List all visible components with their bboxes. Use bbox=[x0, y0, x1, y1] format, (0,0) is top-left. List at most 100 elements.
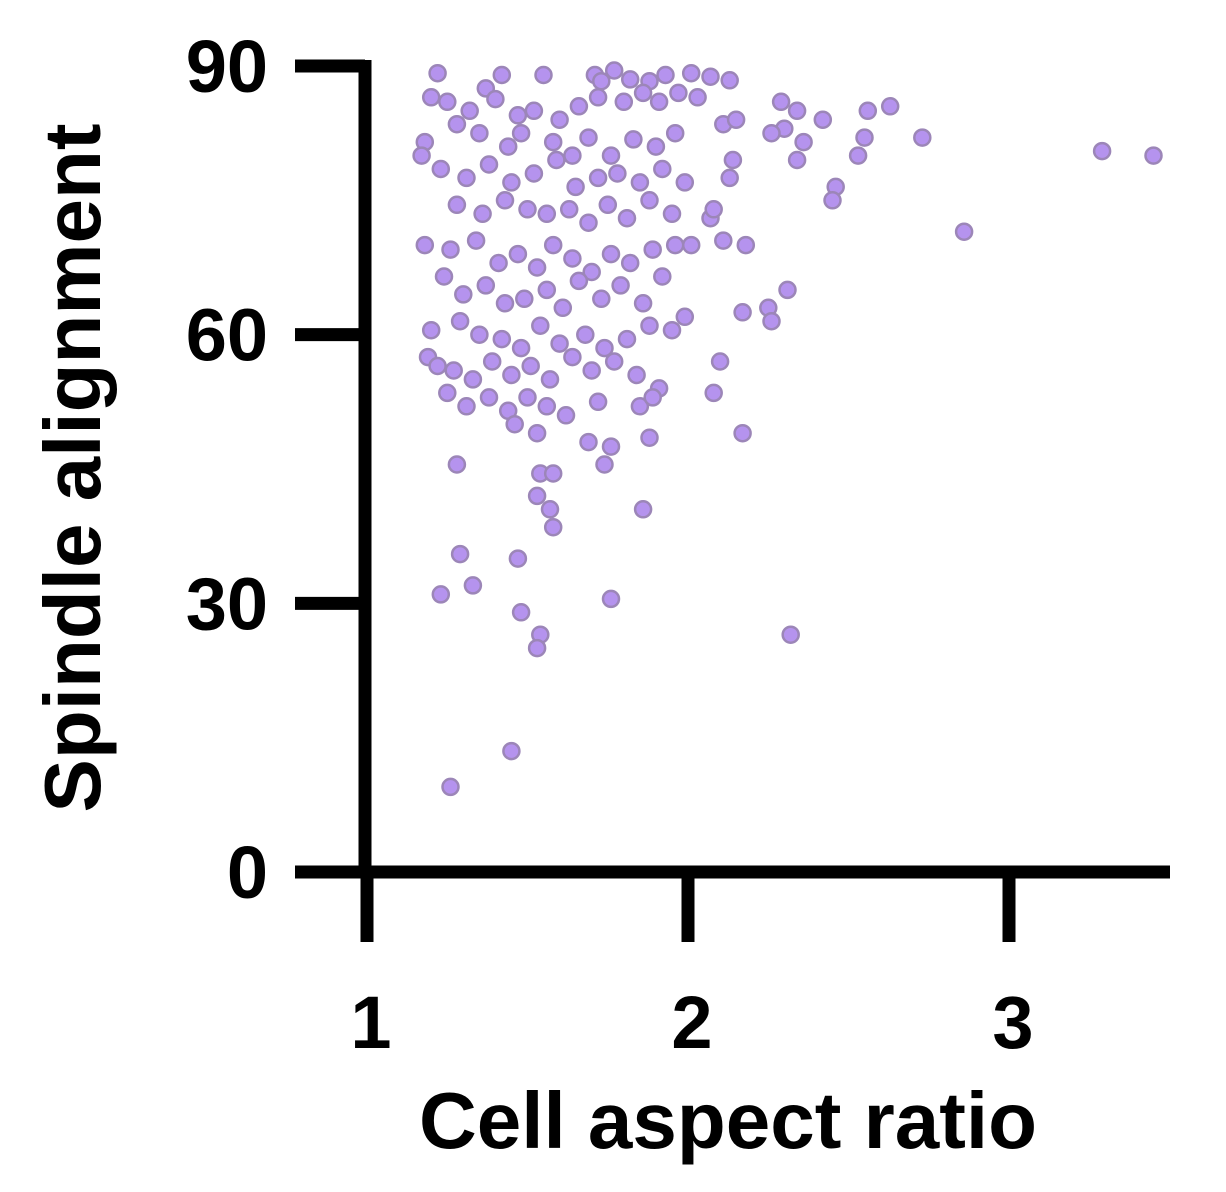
data-point bbox=[662, 320, 682, 340]
data-point bbox=[457, 168, 476, 188]
data-point bbox=[588, 88, 608, 107]
data-point bbox=[620, 253, 640, 273]
data-point bbox=[460, 101, 479, 121]
data-point bbox=[457, 397, 476, 416]
data-point bbox=[534, 65, 553, 85]
data-point bbox=[505, 414, 524, 434]
data-point bbox=[444, 361, 463, 380]
data-point bbox=[563, 249, 582, 268]
data-point bbox=[598, 195, 618, 215]
data-point bbox=[701, 67, 720, 86]
data-point bbox=[653, 159, 672, 179]
data-point bbox=[470, 325, 489, 344]
data-point bbox=[630, 173, 650, 192]
data-point bbox=[858, 101, 878, 121]
data-point bbox=[620, 70, 640, 89]
data-point bbox=[630, 397, 650, 416]
data-point bbox=[466, 231, 486, 250]
data-point bbox=[550, 334, 569, 353]
data-point bbox=[502, 173, 521, 192]
data-point bbox=[592, 289, 611, 309]
data-point bbox=[614, 92, 634, 112]
data-point bbox=[447, 195, 467, 215]
data-point bbox=[450, 544, 470, 564]
data-point bbox=[537, 280, 557, 300]
data-point bbox=[643, 388, 662, 407]
data-point bbox=[601, 589, 621, 609]
data-point bbox=[656, 65, 675, 85]
data-point bbox=[438, 383, 457, 403]
data-point bbox=[723, 150, 743, 170]
data-point bbox=[454, 285, 473, 304]
data-point bbox=[627, 365, 646, 385]
data-point bbox=[640, 428, 659, 447]
data-point bbox=[527, 423, 547, 443]
data-point bbox=[762, 123, 781, 143]
data-point bbox=[511, 603, 531, 622]
data-point bbox=[556, 406, 576, 425]
data-point bbox=[524, 101, 544, 121]
data-point bbox=[463, 576, 483, 595]
data-point bbox=[771, 92, 791, 112]
data-point bbox=[508, 106, 528, 125]
data-point bbox=[595, 455, 614, 474]
y-tick-label: 30 bbox=[186, 562, 268, 645]
data-point bbox=[547, 150, 566, 170]
data-point bbox=[524, 164, 544, 183]
data-point bbox=[595, 338, 614, 358]
data-point bbox=[582, 262, 601, 282]
data-point bbox=[434, 267, 454, 286]
data-point bbox=[569, 271, 589, 291]
data-point bbox=[726, 110, 746, 129]
data-point bbox=[604, 61, 624, 80]
data-point bbox=[579, 128, 598, 147]
data-point bbox=[688, 88, 707, 107]
data-point bbox=[543, 235, 563, 255]
data-point bbox=[601, 244, 621, 264]
data-point bbox=[473, 204, 492, 224]
data-point bbox=[720, 168, 739, 188]
data-point bbox=[681, 63, 701, 83]
y-tick-label: 90 bbox=[186, 25, 268, 108]
data-point bbox=[714, 231, 733, 250]
data-point bbox=[511, 123, 531, 143]
data-point bbox=[675, 173, 695, 192]
x-axis-title: Cell aspect ratio bbox=[419, 1076, 1037, 1165]
data-point bbox=[498, 137, 518, 156]
data-point bbox=[913, 128, 932, 147]
x-tick-label: 3 bbox=[992, 981, 1033, 1064]
data-point bbox=[733, 423, 752, 443]
data-point bbox=[704, 200, 723, 219]
data-point bbox=[813, 110, 833, 129]
data-point bbox=[588, 168, 608, 188]
data-point bbox=[736, 235, 756, 255]
data-point bbox=[633, 83, 653, 103]
data-point bbox=[710, 352, 730, 371]
axis-ticks: 0 30 60 90 1 2 3 bbox=[186, 25, 1034, 1064]
data-point bbox=[482, 352, 502, 371]
data-point bbox=[415, 235, 435, 255]
data-point bbox=[1092, 141, 1112, 161]
data-point bbox=[649, 92, 669, 112]
data-point bbox=[489, 253, 508, 273]
data-point bbox=[428, 356, 447, 376]
data-point bbox=[787, 101, 807, 121]
data-point bbox=[543, 132, 563, 152]
data-point bbox=[601, 437, 621, 456]
data-point bbox=[495, 191, 515, 210]
data-point bbox=[643, 240, 662, 259]
data-point bbox=[665, 235, 685, 255]
data-point bbox=[1144, 146, 1163, 165]
data-point bbox=[617, 208, 637, 228]
data-point bbox=[640, 191, 659, 210]
y-tick-label: 0 bbox=[227, 831, 268, 914]
data-point bbox=[518, 388, 537, 407]
data-point bbox=[624, 130, 643, 149]
data-point bbox=[604, 352, 624, 371]
data-point bbox=[553, 298, 573, 318]
data-point bbox=[518, 200, 537, 219]
data-point bbox=[787, 150, 807, 170]
data-point bbox=[502, 365, 521, 385]
data-point bbox=[781, 625, 800, 644]
